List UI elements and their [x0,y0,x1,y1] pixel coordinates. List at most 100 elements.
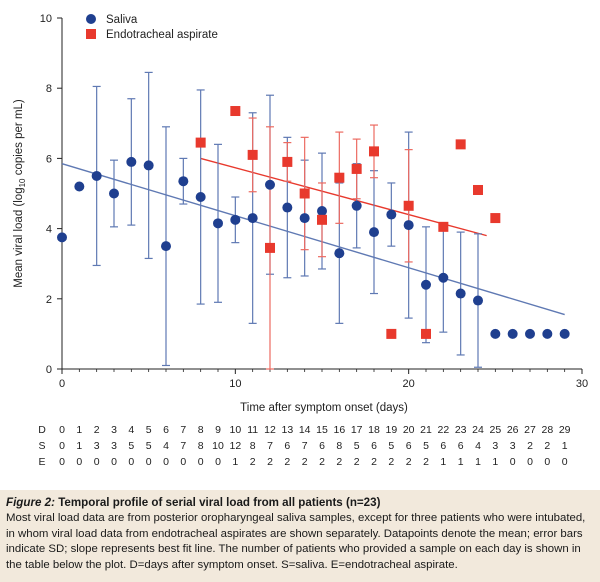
saliva-point [91,170,102,181]
table-cell: 7 [267,440,273,452]
table-cell: 6 [371,440,377,452]
table-cell: 1 [232,456,238,468]
figure-caption: Figure 2: Temporal profile of serial vir… [0,490,600,582]
table-cell: 8 [250,440,256,452]
endotracheal-point [317,214,327,225]
caption-body: Most viral load data are from posterior … [6,512,586,571]
table-cell: 12 [229,440,241,452]
legend-endotracheal-marker [86,29,96,39]
table-cell: 2 [302,456,308,468]
saliva-point [403,220,414,231]
table-cell: 10 [229,424,241,436]
table-cell: 17 [351,424,363,436]
table-cell: 3 [492,440,498,452]
table-cell: 14 [299,424,311,436]
table-cell: 4 [163,440,169,452]
saliva-point [161,241,171,252]
table-cell: 24 [472,424,484,436]
endotracheal-point [369,146,379,157]
table-row-label: D [38,424,46,436]
endotracheal-point [421,328,431,339]
table-cell: 0 [128,456,134,468]
table-cell: 2 [354,456,360,468]
table-cell: 0 [163,456,169,468]
endotracheal-point [265,242,275,253]
table-cell: 2 [267,456,273,468]
legend-endotracheal-label: Endotracheal aspirate [106,29,218,41]
table-cell: 29 [559,424,571,436]
table-cell: 3 [111,424,117,436]
figure-label: Figure 2: [6,496,55,509]
saliva-point [247,213,258,224]
table-cell: 0 [94,456,100,468]
table-cell: 7 [180,440,186,452]
table-cell: 1 [562,440,568,452]
table-cell: 3 [510,440,516,452]
endotracheal-point [455,139,466,150]
table-cell: 5 [423,440,429,452]
table-cell: 0 [562,456,568,468]
table-cell: 5 [128,440,134,452]
table-cell: 2 [94,424,100,436]
endotracheal-point [299,188,310,199]
saliva-point [490,328,501,339]
saliva-fit-line [61,162,565,316]
table-cell: 2 [527,440,533,452]
table-cell: 22 [437,424,449,436]
table-cell: 5 [146,440,152,452]
table-cell: 7 [180,424,186,436]
table-cell: 2 [371,456,377,468]
table-cell: 6 [163,424,169,436]
table-cell: 25 [489,424,501,436]
x-tick-label: 0 [59,378,65,390]
saliva-point [334,248,345,259]
table-cell: 0 [198,456,204,468]
x-axis-label: Time after symptom onset (days) [240,402,408,414]
table-cell: 7 [302,440,308,452]
x-tick-label: 10 [229,378,241,390]
saliva-point [386,209,397,220]
caption-title: Figure 2: Temporal profile of serial vir… [6,495,594,510]
x-tick-label: 20 [403,378,415,390]
endotracheal-point [473,184,483,195]
saliva-point [74,181,85,192]
table-cell: 1 [475,456,481,468]
table-cell: 10 [212,440,224,452]
y-tick-label: 4 [46,224,52,236]
table-cell: 0 [146,456,152,468]
saliva-point [265,179,275,190]
table-cell: 9 [215,424,221,436]
table-cell: 1 [492,456,498,468]
table-cell: 0 [180,456,186,468]
table-row-label: E [38,456,45,468]
table-cell: 1 [76,440,82,452]
saliva-point [282,202,293,213]
saliva-point [351,200,362,211]
table-cell: 11 [247,424,258,436]
table-cell: 2 [284,456,290,468]
saliva-point [213,218,223,229]
endotracheal-point [386,328,397,339]
table-cell: 13 [281,424,293,436]
table-cell: 0 [59,440,65,452]
saliva-point [525,328,535,339]
saliva-point [507,328,518,339]
table-cell: 12 [264,424,276,436]
x-tick-label: 30 [576,378,588,390]
table-cell: 5 [388,440,394,452]
saliva-point [178,176,189,187]
table-cell: 3 [94,440,100,452]
y-axis-label: Mean viral load (log10 copies per mL) [13,99,27,288]
table-cell: 2 [388,456,394,468]
table-cell: 18 [368,424,380,436]
endotracheal-point [438,221,449,232]
legend-saliva-label: Saliva [106,14,138,26]
table-cell: 1 [458,456,464,468]
saliva-point [421,279,431,290]
table-cell: 5 [354,440,360,452]
table-cell: 27 [524,424,536,436]
endotracheal-point [334,172,345,183]
table-cell: 0 [59,456,65,468]
table-cell: 5 [146,424,152,436]
table-cell: 0 [510,456,516,468]
